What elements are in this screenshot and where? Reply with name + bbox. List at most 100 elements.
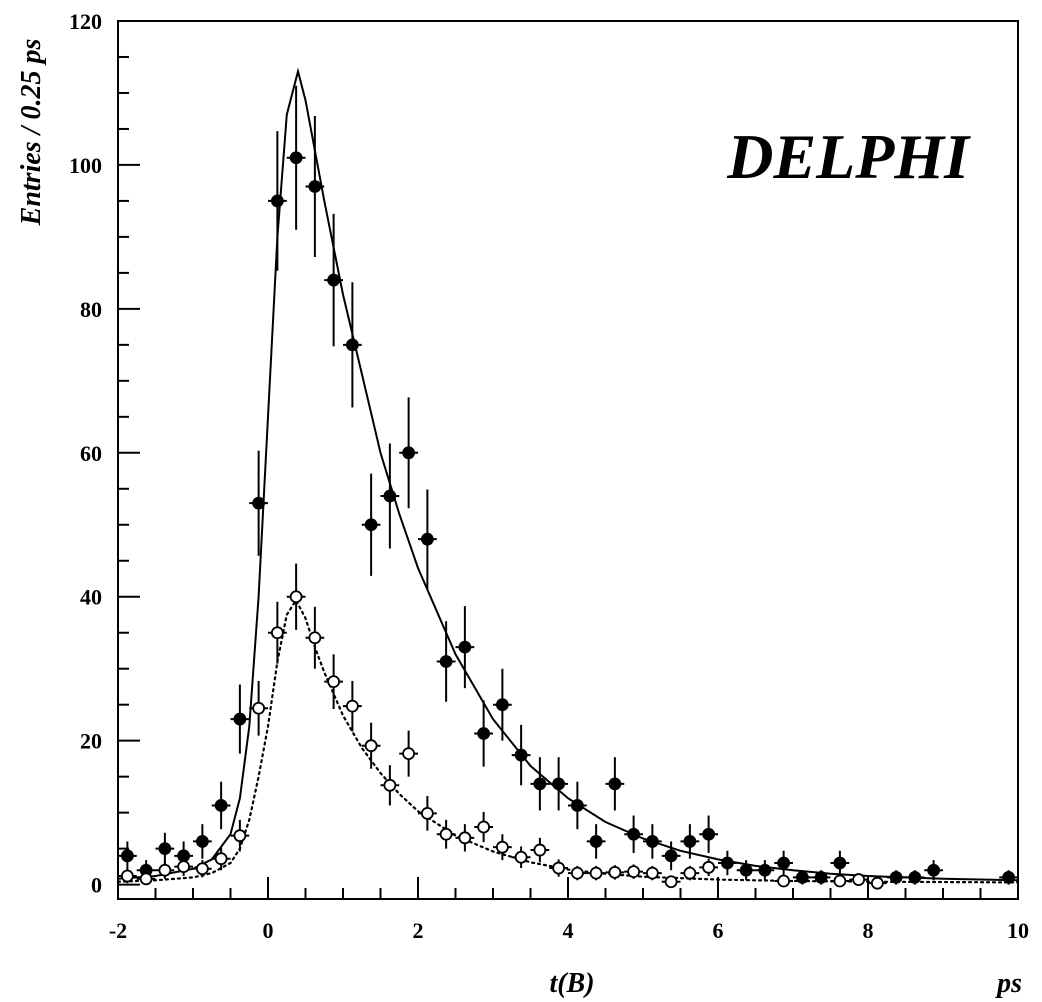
- marker-filled-circle: [120, 849, 134, 863]
- marker-open-circle: [270, 626, 284, 640]
- y-tick-label: 120: [69, 9, 102, 34]
- data-point-filled: [418, 489, 437, 589]
- marker-open-circle: [552, 861, 566, 875]
- x-tick-label: 4: [563, 918, 574, 943]
- marker-filled-circle: [402, 446, 416, 460]
- marker-open-circle: [308, 631, 322, 645]
- data-point-filled: [511, 724, 531, 786]
- marker-open-circle: [120, 869, 134, 883]
- delphi-label: DELPHI: [726, 121, 971, 192]
- marker-open-circle: [214, 852, 228, 866]
- marker-filled-circle: [908, 871, 922, 884]
- y-tick-label: 0: [91, 873, 102, 898]
- data-point-filled: [755, 860, 775, 881]
- marker-filled-circle: [833, 856, 847, 870]
- y-tick-label: 80: [80, 297, 102, 322]
- marker-open-circle: [233, 829, 247, 843]
- data-point-open: [605, 865, 625, 880]
- data-point-open: [530, 837, 550, 863]
- marker-open-circle: [870, 876, 884, 890]
- marker-filled-circle: [889, 871, 903, 884]
- data-point-open: [511, 846, 531, 869]
- marker-filled-circle: [795, 871, 809, 884]
- data-point-open: [568, 865, 587, 881]
- marker-open-circle: [252, 701, 266, 715]
- marker-open-circle: [514, 850, 528, 864]
- marker-open-circle: [402, 747, 416, 761]
- marker-filled-circle: [495, 698, 509, 712]
- marker-filled-circle: [720, 856, 734, 870]
- marker-filled-circle: [758, 863, 772, 877]
- y-tick-label: 40: [80, 585, 102, 610]
- marker-open-circle: [364, 739, 378, 753]
- marker-open-circle: [195, 862, 209, 876]
- data-point-open: [118, 868, 137, 884]
- data-point-filled: [268, 131, 287, 271]
- marker-filled-circle: [552, 777, 566, 791]
- marker-filled-circle: [383, 489, 397, 503]
- marker-filled-circle: [664, 849, 678, 863]
- y-tick-label: 60: [80, 441, 102, 466]
- marker-filled-circle: [270, 194, 284, 208]
- marker-open-circle: [683, 866, 697, 880]
- data-point-filled: [474, 700, 493, 767]
- marker-open-circle: [702, 860, 716, 874]
- data-point-filled: [230, 684, 250, 754]
- data-point-filled: [118, 841, 137, 871]
- data-point-filled: [886, 870, 906, 885]
- data-point-open: [193, 860, 212, 878]
- data-point-open: [586, 865, 606, 881]
- data-point-filled: [324, 213, 343, 347]
- fit-curve-dotted: [116, 598, 1020, 884]
- data-point-open: [155, 861, 175, 879]
- marker-open-circle: [570, 866, 584, 880]
- data-point-open: [849, 873, 868, 886]
- marker-filled-circle: [627, 827, 641, 841]
- marker-open-circle: [458, 831, 472, 845]
- data-point-filled: [136, 860, 156, 881]
- data-point-open: [211, 847, 231, 871]
- data-point-filled: [699, 815, 718, 853]
- data-point-filled: [586, 824, 606, 859]
- marker-filled-circle: [683, 835, 697, 848]
- marker-filled-circle: [458, 640, 472, 654]
- data-point-filled: [605, 757, 625, 811]
- marker-filled-circle: [308, 180, 322, 193]
- x-axis-title: t(B): [549, 968, 594, 999]
- marker-open-circle: [158, 863, 172, 877]
- data-point-open: [418, 796, 437, 831]
- marker-filled-circle: [777, 856, 791, 870]
- data-point-filled: [305, 115, 325, 258]
- data-point-filled: [624, 815, 643, 853]
- marker-open-circle: [439, 827, 453, 841]
- data-point-open: [680, 865, 700, 881]
- data-point-open: [868, 876, 887, 890]
- data-point-open: [474, 811, 493, 843]
- marker-filled-circle: [439, 655, 453, 668]
- data-point-open: [305, 606, 325, 669]
- data-point-filled: [643, 824, 662, 859]
- data-point-filled: [211, 781, 231, 830]
- marker-filled-circle: [233, 712, 247, 726]
- marker-open-circle: [289, 590, 303, 604]
- data-point-open: [830, 874, 850, 888]
- data-point-open: [549, 859, 568, 877]
- y-axis-title: Entries / 0.25 ps: [16, 39, 47, 227]
- marker-filled-circle: [158, 842, 172, 856]
- marker-filled-circle: [739, 863, 753, 877]
- data-point-open: [436, 819, 456, 849]
- x-tick-label: 6: [713, 918, 724, 943]
- data-point-filled: [361, 473, 381, 576]
- data-point-open: [493, 834, 512, 861]
- marker-filled-circle: [814, 871, 828, 884]
- marker-filled-circle: [570, 799, 584, 812]
- data-point-filled: [530, 757, 550, 811]
- marker-open-circle: [177, 860, 191, 874]
- data-point-filled: [811, 870, 831, 885]
- data-point-open: [286, 563, 306, 630]
- x-tick-label: 10: [1007, 918, 1029, 943]
- marker-filled-circle: [702, 827, 716, 841]
- marker-open-circle: [533, 843, 547, 857]
